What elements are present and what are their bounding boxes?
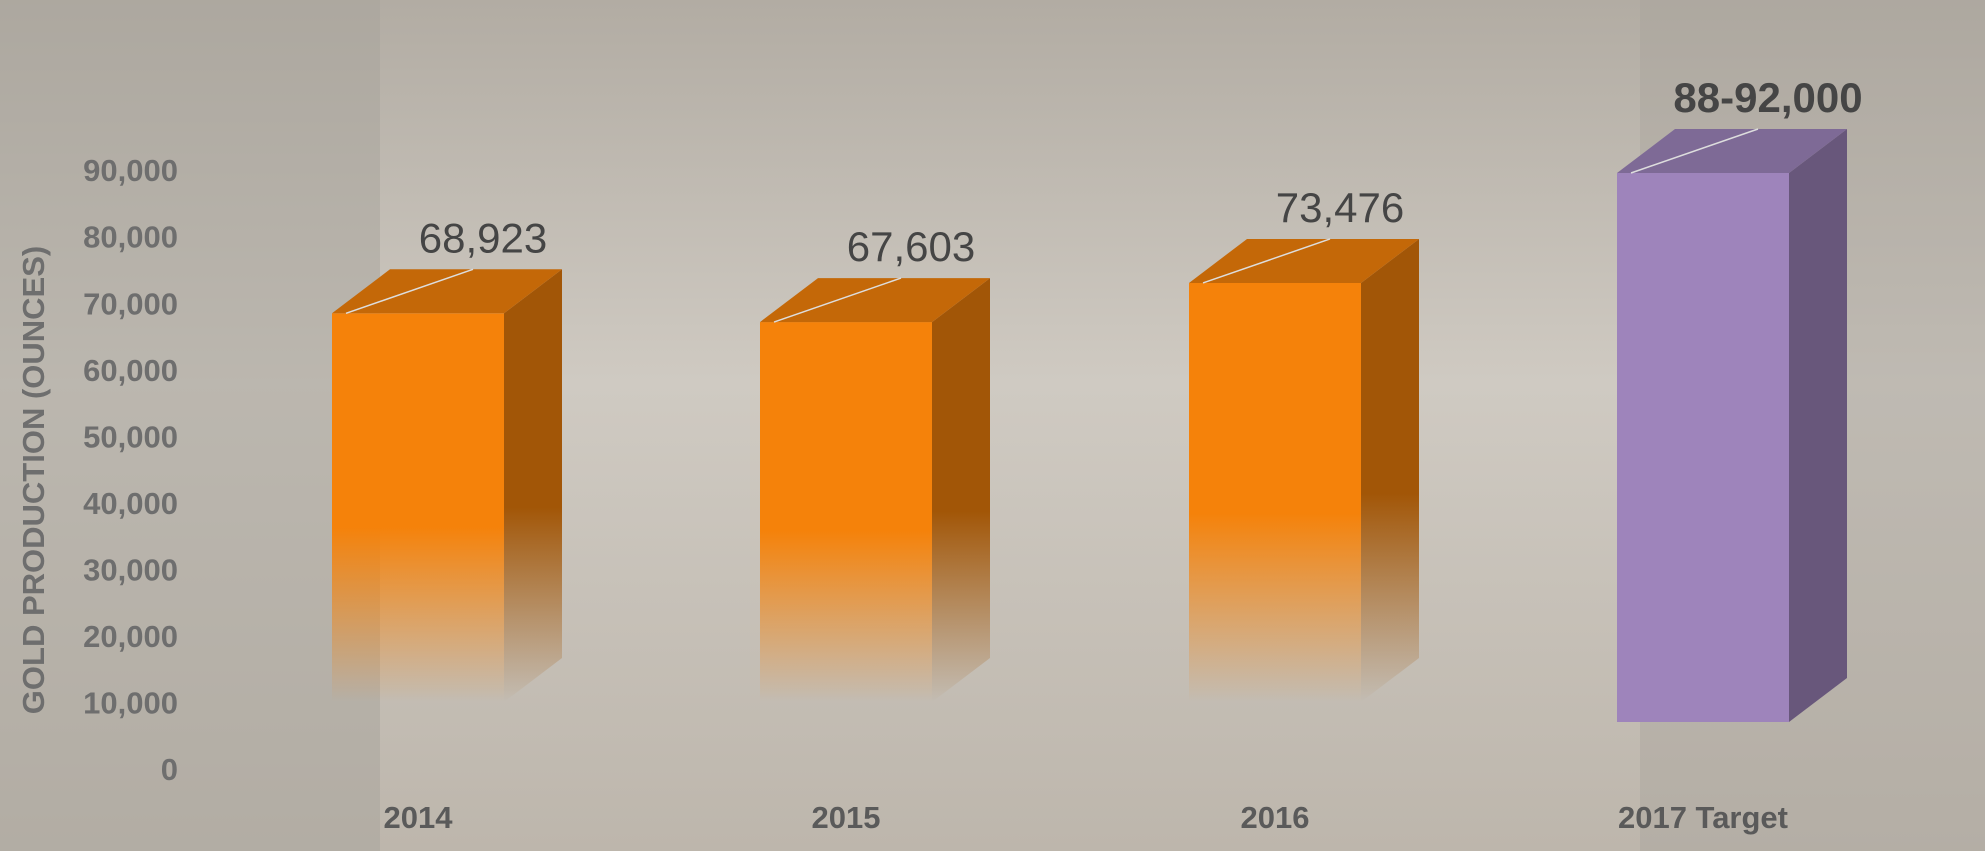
bar-top: [1189, 238, 1419, 283]
value-label: 68,923: [419, 214, 547, 261]
leader-line: [773, 277, 902, 323]
leader-line: [1630, 128, 1759, 174]
leader-line: [1202, 238, 1331, 284]
value-label: 73,476: [1276, 184, 1404, 231]
y-tick-label: 50,000: [83, 419, 178, 454]
y-tick-label: 30,000: [83, 553, 178, 588]
y-tick-label: 10,000: [83, 686, 178, 721]
bar: [332, 313, 504, 702]
y-tick-label: 90,000: [83, 153, 178, 188]
y-tick-label: 60,000: [83, 353, 178, 388]
bar: [1617, 173, 1789, 722]
bar-top: [1617, 129, 1847, 173]
bar-side: [932, 278, 990, 702]
bar-side: [1361, 238, 1419, 703]
y-tick-label: 70,000: [83, 286, 178, 321]
bar: [1189, 282, 1361, 702]
x-tick-label: 2017 Target: [1618, 800, 1788, 835]
bar-side: [1789, 129, 1847, 722]
bar-top: [760, 278, 990, 323]
bar-side: [504, 269, 562, 702]
value-label: 88-92,000: [1673, 74, 1862, 121]
x-tick-label: 2014: [384, 800, 454, 835]
y-tick-label: 40,000: [83, 486, 178, 521]
y-tick-label: 0: [161, 752, 178, 787]
x-tick-label: 2015: [812, 800, 881, 835]
y-tick-label: 20,000: [83, 619, 178, 654]
background-shade: [0, 0, 380, 851]
bar: [760, 322, 932, 702]
leader-line: [345, 268, 474, 314]
y-tick-label: 80,000: [83, 220, 178, 255]
y-axis-title: GOLD PRODUCTION (OUNCES): [16, 246, 51, 714]
x-tick-label: 2016: [1241, 800, 1310, 835]
value-label: 67,603: [847, 223, 975, 270]
bar-top: [332, 269, 562, 314]
